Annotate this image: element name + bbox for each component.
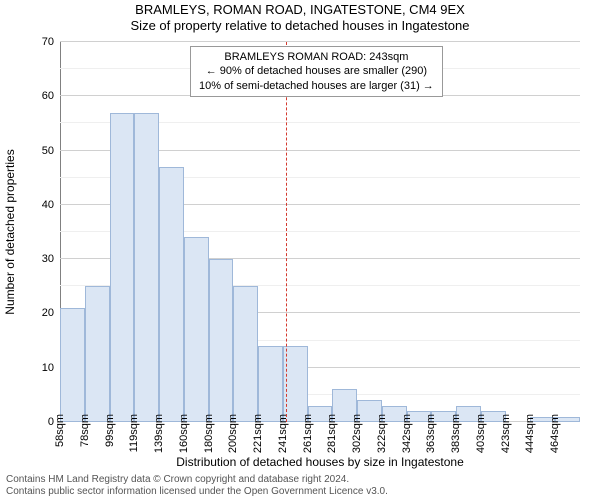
x-tick-label: 58sqm xyxy=(54,414,66,447)
histogram-bar xyxy=(85,286,110,422)
y-tick-label: 40 xyxy=(42,199,60,211)
x-tick-label: 281sqm xyxy=(326,414,338,453)
footer-attribution: Contains HM Land Registry data © Crown c… xyxy=(6,474,388,498)
footer-line-1: Contains HM Land Registry data © Crown c… xyxy=(6,474,388,486)
x-tick-label: 99sqm xyxy=(104,414,116,447)
legend-line-2: ← 90% of detached houses are smaller (29… xyxy=(199,64,434,78)
x-tick-label: 200sqm xyxy=(227,414,239,453)
property-marker-line xyxy=(286,42,287,422)
x-tick-label: 464sqm xyxy=(549,414,561,453)
x-tick-label: 160sqm xyxy=(178,414,190,453)
x-axis-label: Distribution of detached houses by size … xyxy=(60,455,580,469)
legend-line-1: BRAMLEYS ROMAN ROAD: 243sqm xyxy=(199,50,434,64)
x-tick-label: 302sqm xyxy=(351,414,363,453)
x-tick-label: 423sqm xyxy=(500,414,512,453)
histogram-bar xyxy=(159,167,184,422)
histogram-bar xyxy=(60,308,85,422)
x-tick-label: 383sqm xyxy=(450,414,462,453)
y-tick-label: 50 xyxy=(42,145,60,157)
legend-line-3: 10% of semi-detached houses are larger (… xyxy=(199,79,434,93)
y-tick-label: 30 xyxy=(42,253,60,265)
y-tick-label: 60 xyxy=(42,90,60,102)
histogram-bar xyxy=(134,113,159,422)
x-tick-label: 363sqm xyxy=(425,414,437,453)
x-tick-label: 403sqm xyxy=(475,414,487,453)
x-tick-label: 241sqm xyxy=(277,414,289,453)
y-axis-label: Number of detached properties xyxy=(3,42,21,422)
histogram-bar xyxy=(258,346,283,422)
x-tick-label: 221sqm xyxy=(252,414,264,453)
x-tick-label: 444sqm xyxy=(524,414,536,453)
chart-plot-area: 01020304050607058sqm78sqm99sqm119sqm139s… xyxy=(60,42,580,422)
chart-title: BRAMLEYS, ROMAN ROAD, INGATESTONE, CM4 9… xyxy=(0,2,600,17)
y-tick-label: 70 xyxy=(42,36,60,48)
x-tick-label: 322sqm xyxy=(376,414,388,453)
x-tick-label: 342sqm xyxy=(401,414,413,453)
x-tick-label: 119sqm xyxy=(128,414,140,452)
histogram-bar xyxy=(184,237,209,422)
y-tick-label: 10 xyxy=(42,362,60,374)
x-tick-label: 78sqm xyxy=(79,414,91,447)
x-tick-label: 261sqm xyxy=(302,414,314,453)
y-tick-label: 20 xyxy=(42,307,60,319)
x-tick-label: 180sqm xyxy=(203,414,215,453)
legend-box: BRAMLEYS ROMAN ROAD: 243sqm← 90% of deta… xyxy=(190,46,443,97)
histogram-bar xyxy=(110,113,135,422)
histogram-bar xyxy=(233,286,258,422)
x-tick-label: 139sqm xyxy=(153,414,165,453)
gridline xyxy=(60,41,580,42)
footer-line-2: Contains public sector information licen… xyxy=(6,486,388,498)
chart-subtitle: Size of property relative to detached ho… xyxy=(0,18,600,33)
histogram-bar xyxy=(209,259,234,422)
